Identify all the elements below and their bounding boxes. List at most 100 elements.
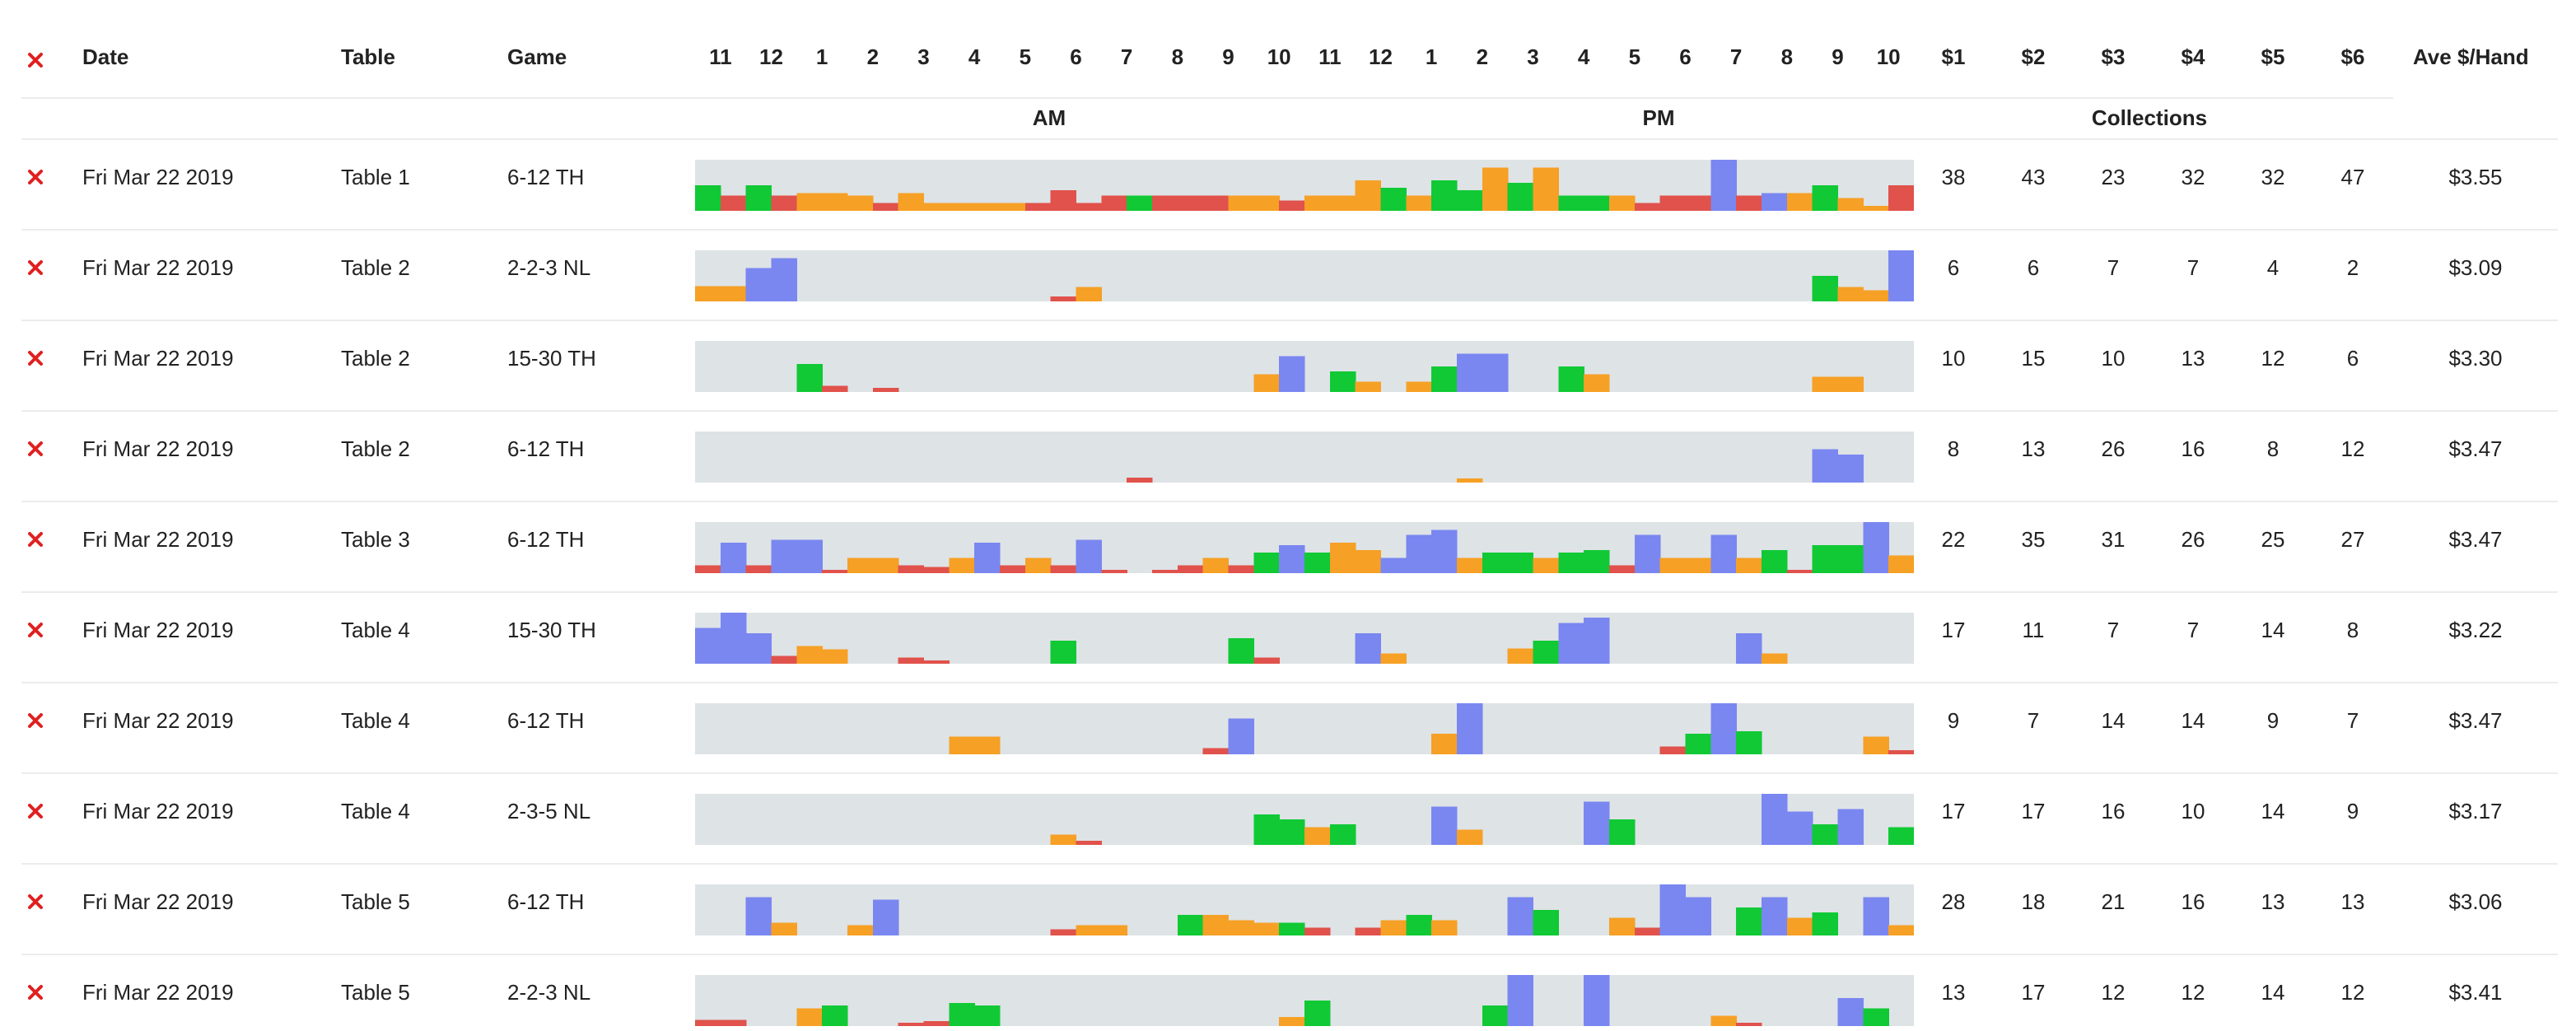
hour-bar[interactable] bbox=[1762, 193, 1788, 211]
hour-bar[interactable] bbox=[1304, 195, 1331, 211]
hour-bar[interactable] bbox=[1837, 454, 1864, 483]
hour-bar[interactable] bbox=[1177, 565, 1204, 573]
hour-bar[interactable] bbox=[1457, 829, 1483, 845]
hour-bar[interactable] bbox=[771, 539, 797, 573]
collection-header[interactable]: $6 bbox=[2340, 44, 2365, 69]
hour-bar[interactable] bbox=[1786, 570, 1813, 573]
hour-bar[interactable] bbox=[1050, 190, 1077, 211]
hour-bar[interactable] bbox=[796, 646, 823, 664]
hour-bar[interactable] bbox=[822, 385, 848, 392]
hour-bar[interactable] bbox=[771, 922, 797, 936]
hour-bar[interactable] bbox=[1888, 250, 1914, 301]
delete-row-button[interactable] bbox=[25, 800, 46, 822]
hour-bar[interactable] bbox=[822, 649, 848, 664]
hour-bar[interactable] bbox=[1050, 641, 1077, 664]
hour-bar[interactable] bbox=[1279, 1016, 1305, 1026]
hour-bar[interactable] bbox=[1355, 927, 1382, 935]
hour-bar[interactable] bbox=[796, 193, 823, 211]
hour-bar[interactable] bbox=[1685, 557, 1711, 573]
hour-bar[interactable] bbox=[1279, 819, 1305, 845]
hour-bar[interactable] bbox=[771, 258, 797, 301]
hour-bar[interactable] bbox=[1710, 1015, 1737, 1026]
hour-bar[interactable] bbox=[695, 627, 721, 664]
delete-row-button[interactable] bbox=[25, 710, 46, 731]
hour-bar[interactable] bbox=[720, 542, 747, 573]
hour-bar[interactable] bbox=[1101, 195, 1127, 211]
hour-bar[interactable] bbox=[1507, 975, 1534, 1026]
delete-row-button[interactable] bbox=[25, 438, 46, 460]
hour-bar[interactable] bbox=[1228, 920, 1254, 935]
table-row[interactable]: Fri Mar 22 2019 Table 2 2-2-3 NL 6 6 7 7 4 2 $3.0… bbox=[0, 222, 2576, 321]
hour-bar[interactable] bbox=[1863, 290, 1889, 301]
hour-bar[interactable] bbox=[745, 185, 772, 211]
hour-bar[interactable] bbox=[1152, 570, 1178, 573]
hour-bar[interactable] bbox=[771, 655, 797, 664]
hour-bar[interactable] bbox=[1228, 565, 1254, 573]
hour-bar[interactable] bbox=[1837, 287, 1864, 301]
hour-bar[interactable] bbox=[1507, 648, 1534, 664]
hour-bar[interactable] bbox=[1101, 570, 1127, 573]
hour-bar[interactable] bbox=[1024, 557, 1052, 573]
hour-bar[interactable] bbox=[1329, 542, 1356, 573]
hour-bar[interactable] bbox=[1380, 188, 1407, 211]
hour-bar[interactable] bbox=[1710, 160, 1737, 211]
hour-bar[interactable] bbox=[1634, 203, 1661, 211]
header-ave[interactable]: Ave $/Hand bbox=[2413, 44, 2529, 69]
hour-bar[interactable] bbox=[1304, 553, 1331, 573]
hour-bar[interactable] bbox=[1482, 353, 1509, 393]
hour-bar[interactable] bbox=[1406, 381, 1432, 392]
hour-bar[interactable] bbox=[1253, 657, 1280, 664]
hour-bar[interactable] bbox=[1507, 553, 1534, 573]
hour-bar[interactable] bbox=[1000, 565, 1026, 573]
hour-bar[interactable] bbox=[1228, 195, 1254, 211]
hour-bar[interactable] bbox=[771, 195, 797, 211]
hour-bar[interactable] bbox=[974, 542, 1001, 573]
hour-bar[interactable] bbox=[872, 203, 899, 211]
hour-bar[interactable] bbox=[1812, 185, 1839, 211]
hour-bar[interactable] bbox=[1812, 544, 1839, 573]
hour-bar[interactable] bbox=[1609, 819, 1636, 845]
hour-bar[interactable] bbox=[1888, 827, 1914, 845]
hour-bar[interactable] bbox=[1482, 553, 1509, 573]
hour-bar[interactable] bbox=[1431, 734, 1458, 754]
hour-bar[interactable] bbox=[1355, 550, 1382, 573]
table-row[interactable]: Fri Mar 22 2019 Table 5 2-2-3 NL 13 17 12 12 14… bbox=[0, 947, 2576, 1031]
delete-row-button[interactable] bbox=[25, 257, 46, 278]
hour-bar[interactable] bbox=[1558, 623, 1584, 664]
hour-bar[interactable] bbox=[1762, 794, 1788, 845]
table-row[interactable]: Fri Mar 22 2019 Table 4 15-30 TH 17 11 7 7 14 8 $… bbox=[0, 585, 2576, 683]
hour-bar[interactable] bbox=[1533, 910, 1559, 935]
delete-all-button[interactable] bbox=[25, 49, 46, 71]
hour-bar[interactable] bbox=[1837, 376, 1864, 392]
hour-bar[interactable] bbox=[1812, 449, 1839, 483]
hour-bar[interactable] bbox=[1000, 203, 1026, 211]
hour-bar[interactable] bbox=[1736, 1023, 1762, 1026]
hour-bar[interactable] bbox=[1355, 632, 1382, 664]
hour-bar[interactable] bbox=[1076, 841, 1102, 845]
hour-bar[interactable] bbox=[695, 286, 721, 301]
hour-bar[interactable] bbox=[1584, 618, 1610, 664]
hour-bar[interactable] bbox=[1406, 534, 1432, 574]
hour-bar[interactable] bbox=[1050, 565, 1077, 573]
hour-bar[interactable] bbox=[1050, 296, 1077, 301]
hour-bar[interactable] bbox=[872, 899, 899, 935]
hour-bar[interactable] bbox=[1406, 915, 1432, 935]
hour-bar[interactable] bbox=[1863, 897, 1889, 936]
hour-bar[interactable] bbox=[1558, 195, 1584, 211]
hour-bar[interactable] bbox=[1634, 927, 1661, 935]
hour-bar[interactable] bbox=[1812, 912, 1839, 935]
hour-bar[interactable] bbox=[1863, 522, 1889, 573]
hour-bar[interactable] bbox=[1634, 534, 1661, 574]
hour-bar[interactable] bbox=[1812, 824, 1839, 845]
collection-header[interactable]: $5 bbox=[2261, 44, 2285, 69]
hour-bar[interactable] bbox=[1888, 555, 1914, 573]
hour-bar[interactable] bbox=[974, 736, 1001, 754]
hour-bar[interactable] bbox=[1533, 641, 1559, 664]
hour-bar[interactable] bbox=[1431, 180, 1458, 211]
hour-bar[interactable] bbox=[1380, 653, 1407, 664]
hour-bar[interactable] bbox=[1762, 550, 1788, 573]
hour-bar[interactable] bbox=[1253, 374, 1280, 392]
delete-row-button[interactable] bbox=[25, 166, 46, 188]
hour-bar[interactable] bbox=[1659, 746, 1687, 754]
hour-bar[interactable] bbox=[898, 657, 925, 664]
